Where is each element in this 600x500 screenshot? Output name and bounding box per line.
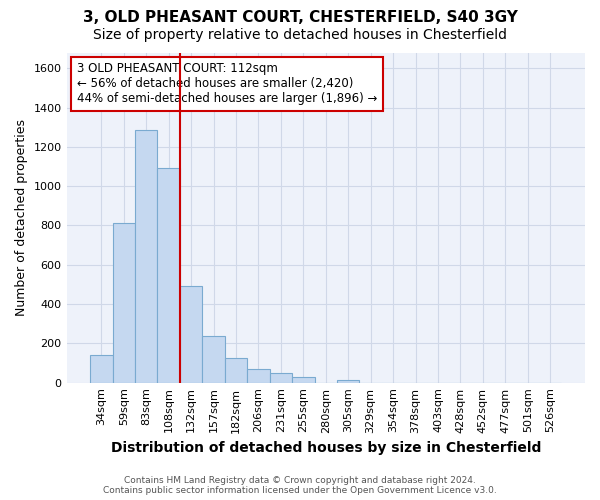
X-axis label: Distribution of detached houses by size in Chesterfield: Distribution of detached houses by size … [110,441,541,455]
Bar [337,380,359,382]
Bar [225,358,247,382]
Y-axis label: Number of detached properties: Number of detached properties [15,119,28,316]
Text: 3 OLD PHEASANT COURT: 112sqm
← 56% of detached houses are smaller (2,420)
44% of: 3 OLD PHEASANT COURT: 112sqm ← 56% of de… [77,62,377,106]
Bar [135,130,157,382]
Bar [292,377,314,382]
Text: Contains HM Land Registry data © Crown copyright and database right 2024.
Contai: Contains HM Land Registry data © Crown c… [103,476,497,495]
Text: 3, OLD PHEASANT COURT, CHESTERFIELD, S40 3GY: 3, OLD PHEASANT COURT, CHESTERFIELD, S40… [83,10,517,25]
Bar [157,168,180,382]
Bar [202,336,225,382]
Bar [180,286,202,382]
Bar [90,355,113,382]
Text: Size of property relative to detached houses in Chesterfield: Size of property relative to detached ho… [93,28,507,42]
Bar [113,222,135,382]
Bar [247,369,269,382]
Bar [269,373,292,382]
